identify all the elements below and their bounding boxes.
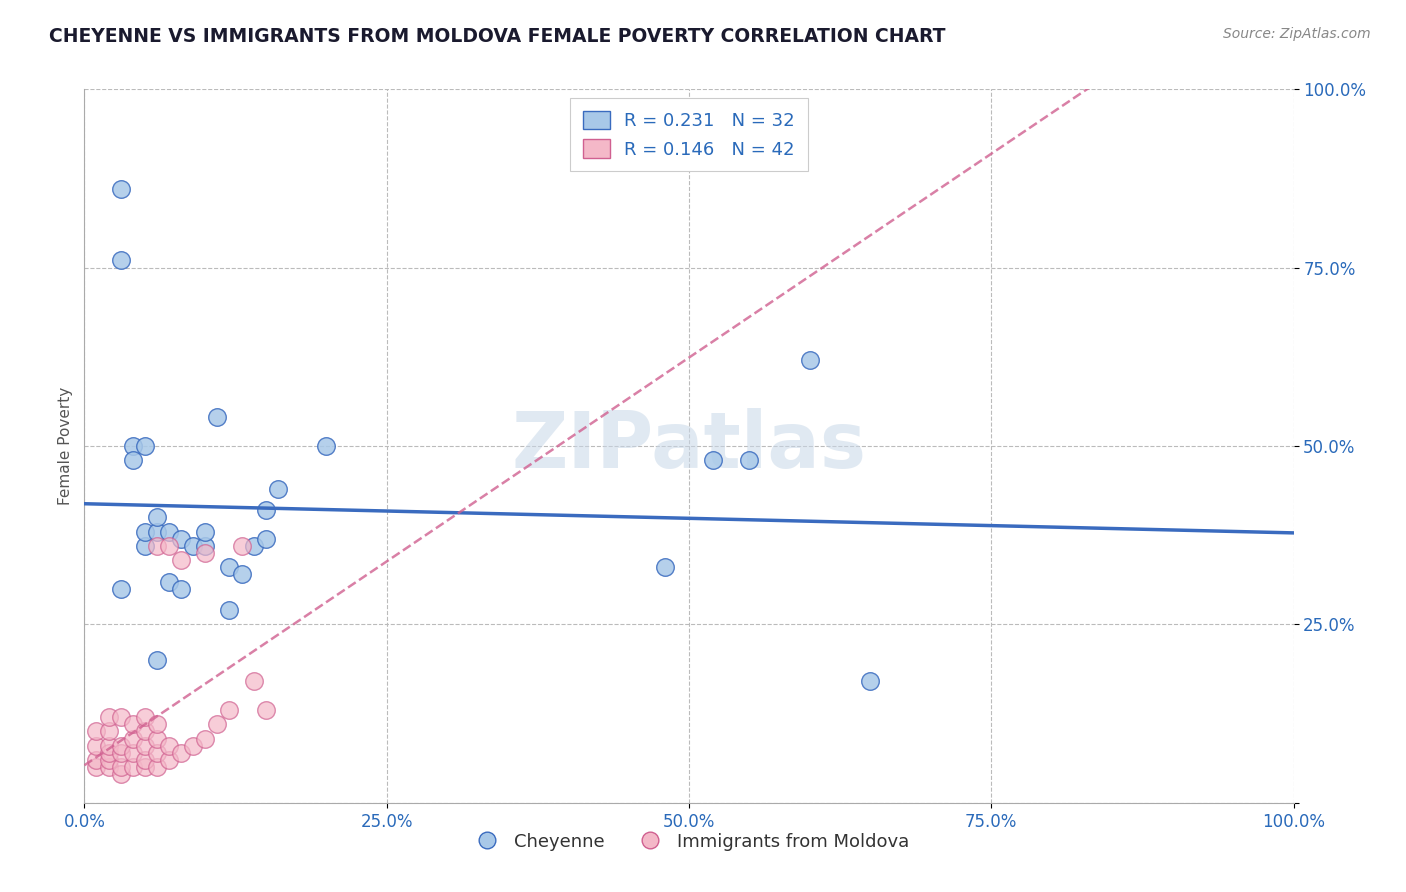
Point [110,182,132,196]
Text: CHEYENNE VS IMMIGRANTS FROM MOLDOVA FEMALE POVERTY CORRELATION CHART: CHEYENNE VS IMMIGRANTS FROM MOLDOVA FEMA… [49,27,946,45]
Point [146,760,169,774]
Point [157,524,180,539]
Point [97,760,120,774]
Point [121,760,143,774]
Point [170,532,193,546]
Point [218,703,240,717]
Point [86,739,108,753]
Legend: Cheyenne, Immigrants from Moldova: Cheyenne, Immigrants from Moldova [461,826,917,858]
Point [121,439,143,453]
Point [207,410,229,425]
Point [146,653,169,667]
Point [267,482,290,496]
Point [170,746,193,760]
Point [110,582,132,596]
Point [110,746,132,760]
Point [134,760,156,774]
Text: ZIPatlas: ZIPatlas [512,408,866,484]
Point [121,453,143,467]
Point [181,539,204,553]
Point [146,717,169,731]
Point [121,717,143,731]
Point [218,603,240,617]
Text: Source: ZipAtlas.com: Source: ZipAtlas.com [1223,27,1371,41]
Point [146,746,169,760]
Point [110,710,132,724]
Point [97,710,120,724]
Point [194,731,217,746]
Point [97,724,120,739]
Point [315,439,337,453]
Point [207,717,229,731]
Point [231,567,253,582]
Point [181,739,204,753]
Point [157,753,180,767]
Point [97,739,120,753]
Point [134,524,156,539]
Point [134,739,156,753]
Point [194,539,217,553]
Point [242,674,264,689]
Point [194,546,217,560]
Y-axis label: Female Poverty: Female Poverty [58,387,73,505]
Point [170,582,193,596]
Point [170,553,193,567]
Point [134,439,156,453]
Point [242,539,264,553]
Point [157,574,180,589]
Point [218,560,240,574]
Point [859,674,882,689]
Point [110,253,132,268]
Point [738,453,761,467]
Point [146,510,169,524]
Point [654,560,676,574]
Point [110,767,132,781]
Point [110,760,132,774]
Point [134,753,156,767]
Point [799,353,821,368]
Point [121,731,143,746]
Point [194,524,217,539]
Point [146,539,169,553]
Point [121,746,143,760]
Point [157,539,180,553]
Point [157,739,180,753]
Point [110,739,132,753]
Point [146,524,169,539]
Point [134,724,156,739]
Point [254,532,277,546]
Point [97,753,120,767]
Point [86,760,108,774]
Point [146,731,169,746]
Point [702,453,724,467]
Point [134,539,156,553]
Point [86,724,108,739]
Point [254,503,277,517]
Point [231,539,253,553]
Point [134,710,156,724]
Point [254,703,277,717]
Point [97,746,120,760]
Point [86,753,108,767]
